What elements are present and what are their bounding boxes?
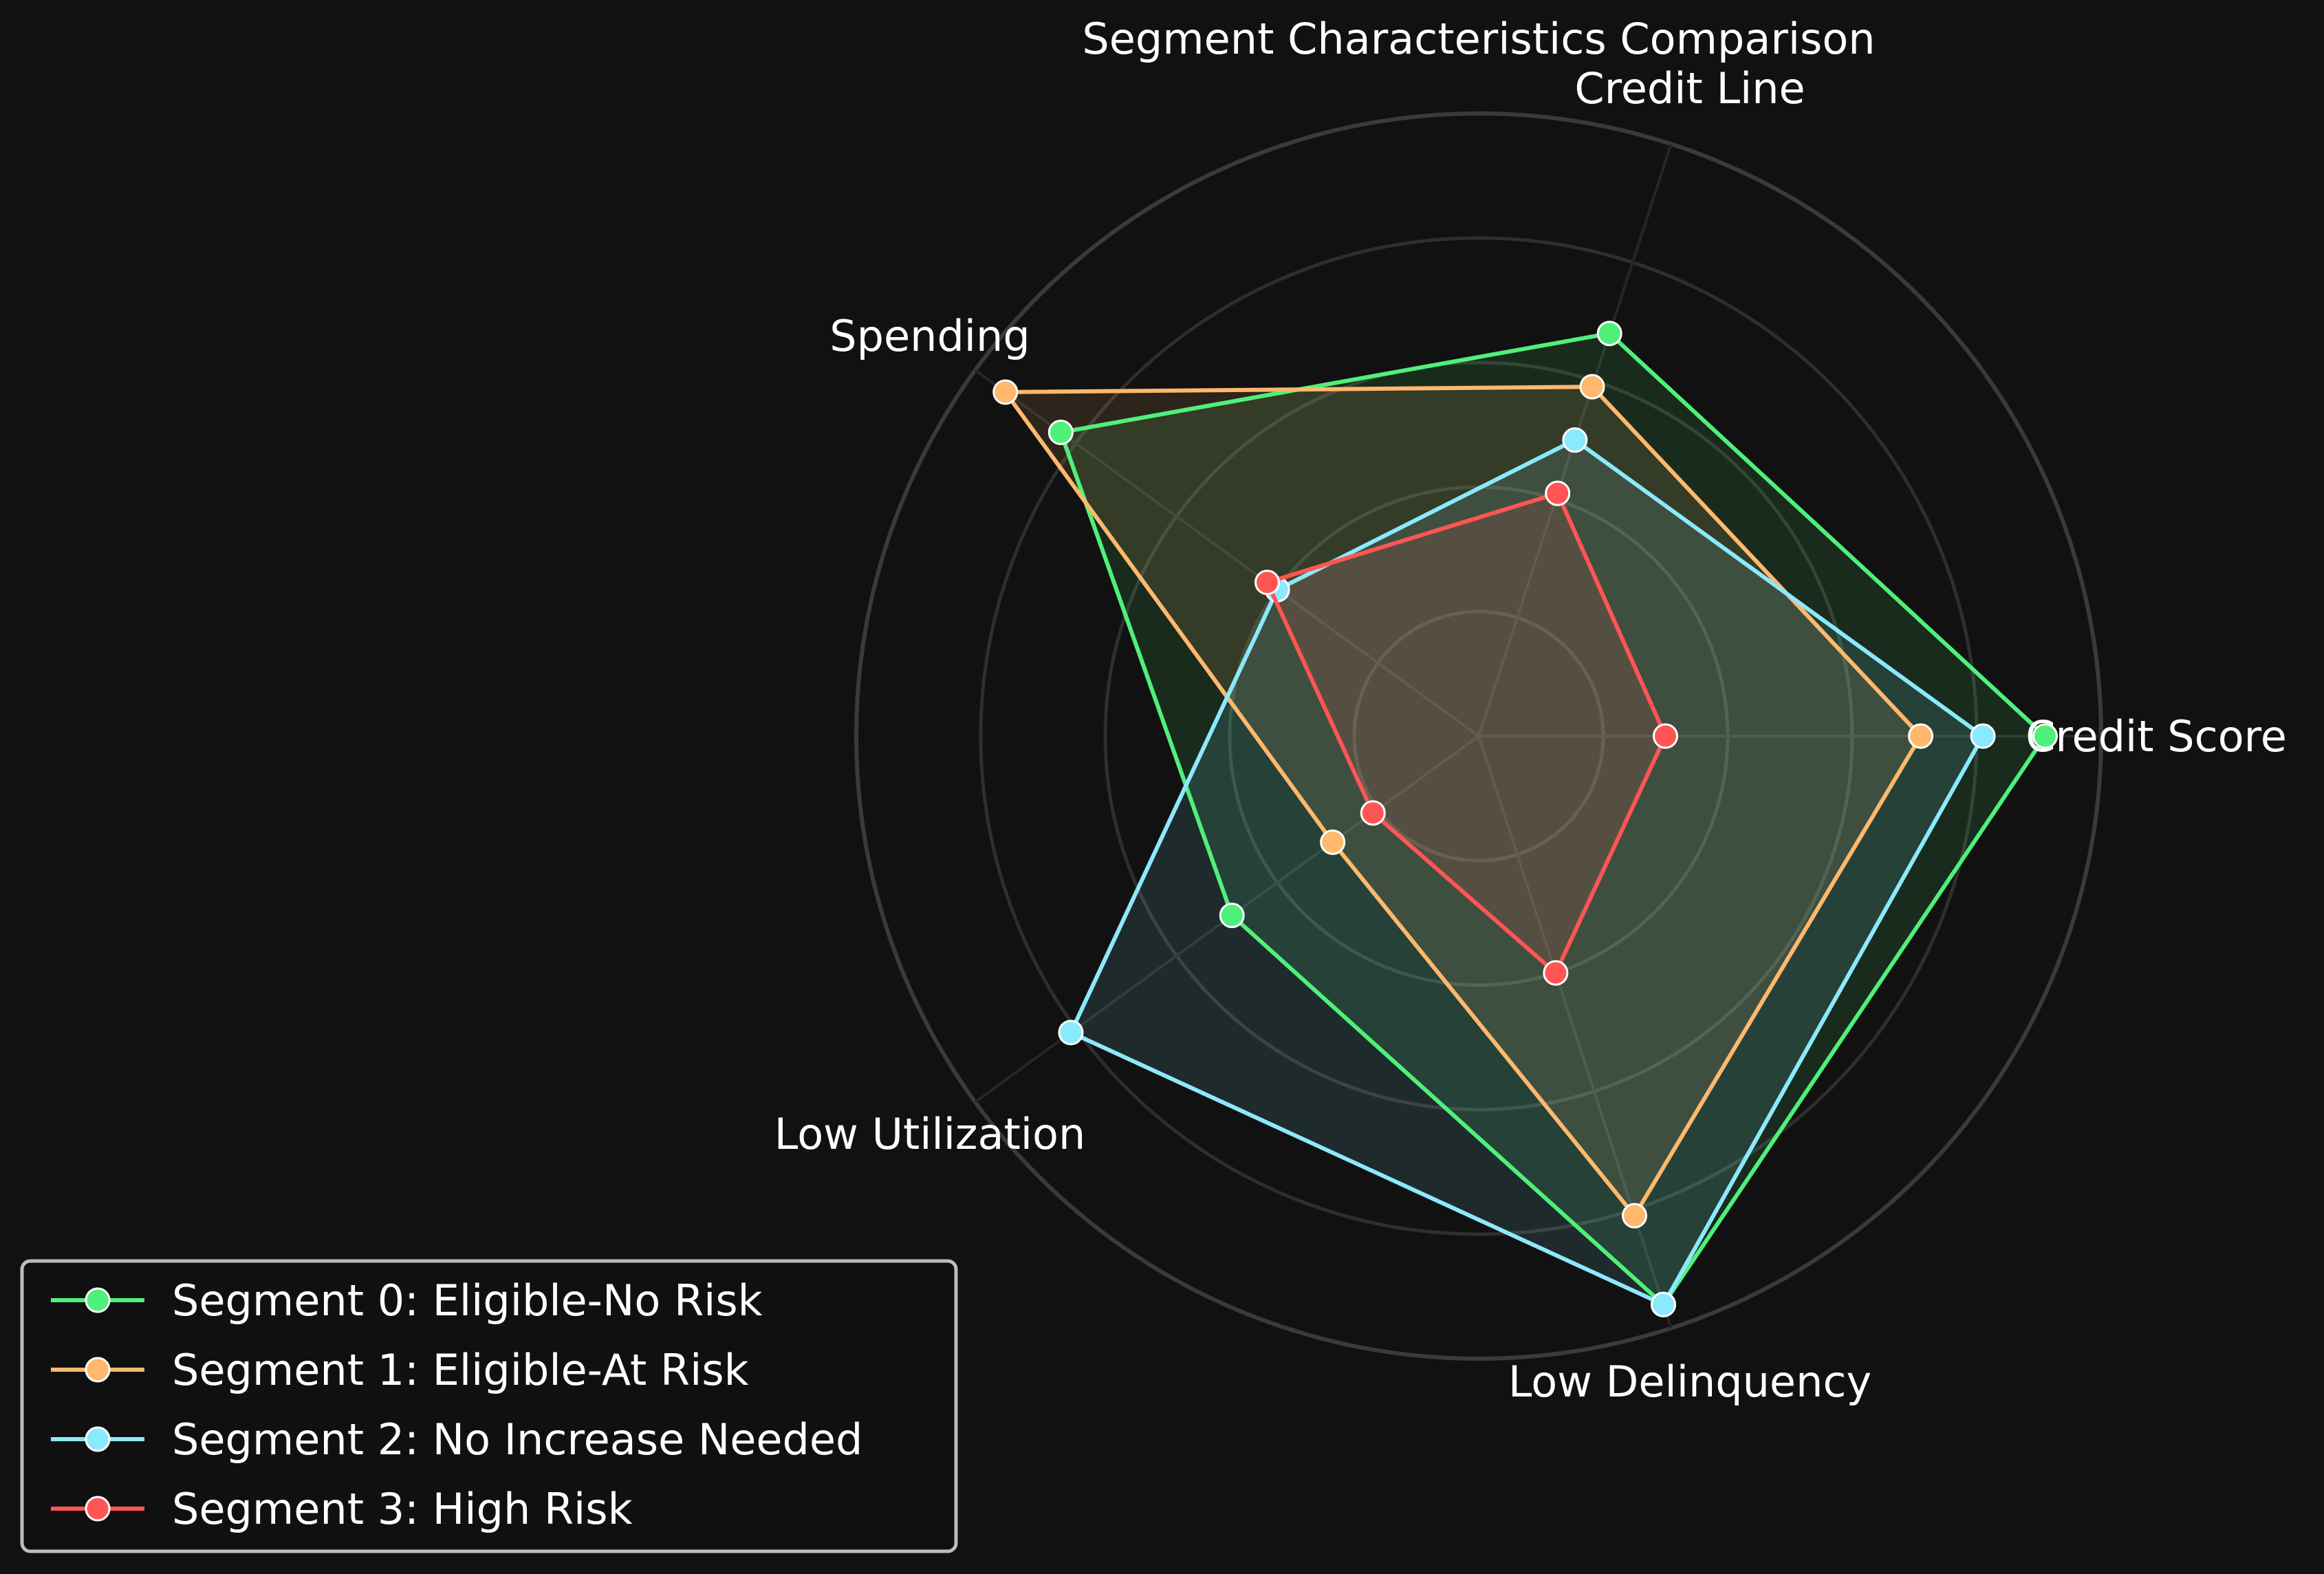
series-3-point-1 [1653,723,1678,749]
series-2-point-4 [1058,1020,1084,1046]
series-0-point-1 [2032,723,2059,749]
legend: Segment 0: Eligible-No Risk Segment 1: El… [20,1259,958,1553]
axis-label-3: Spending [829,311,1030,361]
series-3-point-2 [1545,480,1571,506]
axis-label-1: Credit Score [2026,711,2287,762]
spoke-5 [1477,735,1673,1329]
series-2-line [1069,438,1986,1307]
series-3-area [1267,493,1666,973]
axis-label-2: Credit Line [1574,63,1805,114]
legend-marker-0 [85,1287,111,1313]
legend-marker-2 [85,1426,111,1452]
series-1-point-1 [1908,723,1934,749]
series-0-point-4 [1219,903,1245,929]
series-3-point-3 [1254,570,1280,596]
radar-series-layer [992,321,2059,1317]
series-2-point-1 [1970,723,1996,749]
legend-label-1: Segment 1: Eligible-At Risk [172,1345,749,1395]
series-1-point-4 [1320,829,1346,855]
axis-label-4: Low Utilization [774,1109,1085,1159]
series-0-point-3 [1047,419,1074,445]
series-0-line [1058,331,2048,1307]
series-1-point-3 [992,379,1019,405]
legend-label-2: Segment 2: No Increase Needed [172,1414,862,1465]
chart-title: Segment Characteristics Comparison [1082,14,1875,64]
legend-box [20,1259,958,1553]
series-3-point-5 [1543,960,1569,986]
legend-label-0: Segment 0: Eligible-No Risk [172,1275,763,1326]
axis-labels: Credit Score Credit Line Spending Low Utili… [774,63,2287,1407]
axis-label-5: Low Delinquency [1508,1357,1871,1407]
series-3-point-4 [1360,800,1386,826]
series-1-line [1003,385,1923,1218]
legend-label-3: Segment 3: High Risk [172,1484,633,1534]
series-1-area [1005,387,1921,1216]
series-0-point-2 [1596,321,1622,347]
series-2-point-5 [1650,1291,1676,1317]
legend-marker-3 [85,1496,111,1522]
series-1-point-2 [1579,374,1605,400]
series-1-point-5 [1622,1203,1648,1229]
series-3-line [1265,491,1668,975]
legend-marker-1 [85,1357,111,1383]
series-2-point-2 [1562,427,1588,453]
